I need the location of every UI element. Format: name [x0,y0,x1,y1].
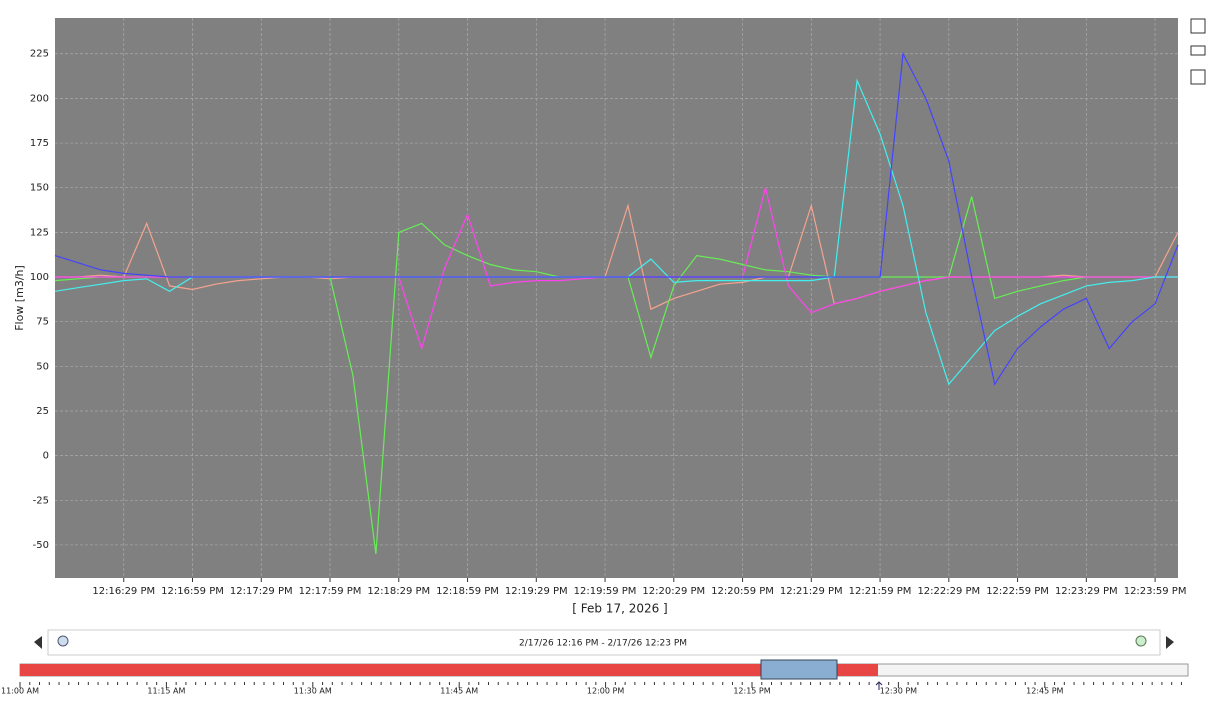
maximize-button[interactable] [1190,18,1206,34]
x-tick-label: 12:17:59 PM [299,586,362,597]
x-tick-label: 12:16:59 PM [161,586,224,597]
scroll-left[interactable] [34,636,42,649]
save-button[interactable] [1190,69,1206,85]
timeline-label: 11:45 AM [440,687,478,696]
x-tick-label: 12:21:29 PM [780,586,843,597]
timeline-label: 12:15 PM [733,687,770,696]
range-selector: 2/17/26 12:16 PM - 2/17/26 12:23 PM [19,629,1189,690]
y-tick-label: 150 [30,183,49,194]
y-tick-label: -25 [33,495,49,506]
x-tick-label: 12:23:59 PM [1124,586,1187,597]
y-tick-label: 100 [30,272,49,283]
x-tick-label: 12:21:59 PM [849,586,912,597]
x-tick-label: 12:20:29 PM [642,586,705,597]
timeline-label: 11:30 AM [294,687,332,696]
timeline-label: 12:30 PM [880,687,917,696]
print-button[interactable] [1190,45,1206,56]
zoom-out[interactable] [57,635,69,647]
x-tick-label: 12:22:29 PM [917,586,980,597]
scroll-right[interactable] [1166,636,1174,649]
y-tick-label: 0 [43,451,49,462]
x-tick-label: 12:23:29 PM [1055,586,1118,597]
y-tick-label: 200 [30,93,49,104]
plot-area [55,18,1178,578]
x-tick-label: 12:22:59 PM [986,586,1049,597]
toolbar [1190,18,1206,85]
x-tick-label: 12:16:29 PM [92,586,155,597]
range-box [47,629,1161,656]
timeline-label: 11:00 AM [1,687,39,696]
y-tick-label: 225 [30,49,49,60]
range-label: 2/17/26 12:16 PM - 2/17/26 12:23 PM [519,639,687,649]
x-tick-label: 12:20:59 PM [711,586,774,597]
timeline-label: 12:00 PM [587,687,624,696]
timeline-label: 12:45 PM [1026,687,1063,696]
x-tick-label: 12:17:29 PM [230,586,293,597]
x-tick-label: 12:19:59 PM [574,586,637,597]
y-tick-label: 125 [30,227,49,238]
y-axis-label: Flow [m3/h] [13,265,26,331]
x-tick-label: 12:18:29 PM [367,586,430,597]
timeline-label: 11:15 AM [147,687,185,696]
y-tick-label: 25 [36,406,49,417]
x-axis-label: [ Feb 17, 2026 ] [572,602,668,616]
x-tick-label: 12:19:29 PM [505,586,568,597]
y-tick-label: 75 [36,317,49,328]
y-tick-label: 50 [36,361,49,372]
zoom-in[interactable] [1135,635,1147,647]
y-tick-label: -50 [33,540,49,551]
series-line [54,51,1179,386]
x-tick-label: 12:18:59 PM [436,586,499,597]
range-window[interactable] [760,659,838,680]
timeline-data [20,664,878,676]
y-tick-label: 175 [30,138,49,149]
